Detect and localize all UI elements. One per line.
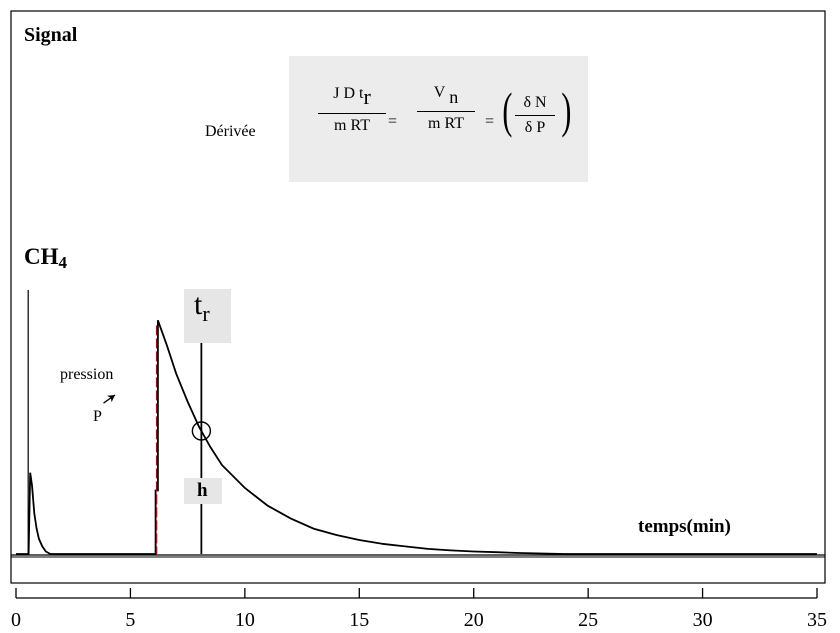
ch4-subscript: 4	[58, 253, 68, 272]
tr-label: tr	[194, 288, 210, 327]
x-tick-label-5: 5	[125, 609, 135, 631]
x-axis-label: temps(min)	[638, 516, 731, 537]
x-tick-label-15: 15	[349, 609, 369, 631]
formula-box	[289, 56, 588, 182]
right-paren: )	[561, 82, 572, 138]
ch4-label: CH4	[24, 244, 67, 273]
x-tick-label-25: 25	[578, 609, 598, 631]
fraction-jdtr-denominator: m RT	[334, 117, 370, 134]
fraction-dn-dp-numerator: δ N	[523, 94, 547, 111]
tr-circle-marker	[191, 421, 212, 441]
fraction-vn-numerator: V	[433, 84, 446, 101]
signal-series-0	[16, 319, 817, 555]
plot-frame	[10, 10, 826, 584]
fraction-dn-dp-denominator: δ P	[524, 119, 546, 136]
fraction-vn-bar	[417, 111, 475, 112]
left-paren: (	[502, 82, 513, 138]
fraction-vn-numerator-sub: n	[449, 87, 459, 107]
h-box	[184, 478, 222, 504]
pressure-arrow-head	[106, 395, 115, 403]
tr-text: t	[194, 288, 203, 321]
ch4-text: CH	[24, 244, 59, 269]
x-tick-label-0: 0	[11, 609, 21, 631]
fraction-jdtr-bar	[318, 113, 386, 114]
tr-subscript: r	[202, 301, 210, 326]
fraction-dn-dp-bar	[515, 115, 555, 116]
equals-sign-2: =	[485, 113, 495, 130]
equals-sign-1: =	[388, 113, 398, 130]
x-tick-label-35: 35	[807, 609, 827, 631]
fraction-jdtr-numerator: J D t	[333, 85, 364, 102]
fraction-vn-denominator: m RT	[428, 115, 464, 132]
y-axis-label: Signal	[24, 24, 78, 46]
derivee-label: Dérivée	[205, 123, 256, 140]
pressure-arrow	[103, 394, 116, 404]
x-tick-label-10: 10	[235, 609, 255, 631]
p-label: P	[93, 408, 102, 425]
x-tick-label-30: 30	[693, 609, 713, 631]
fraction-dn-dp: δ N δ P	[515, 94, 555, 137]
fraction-jdtr-numerator-sub: r	[363, 84, 371, 109]
fraction-jdtr: J D tr m RT	[318, 84, 386, 135]
tr-box	[184, 289, 231, 343]
x-tick-label-20: 20	[464, 609, 484, 631]
h-label: h	[197, 480, 208, 501]
pression-label: pression	[60, 366, 114, 383]
